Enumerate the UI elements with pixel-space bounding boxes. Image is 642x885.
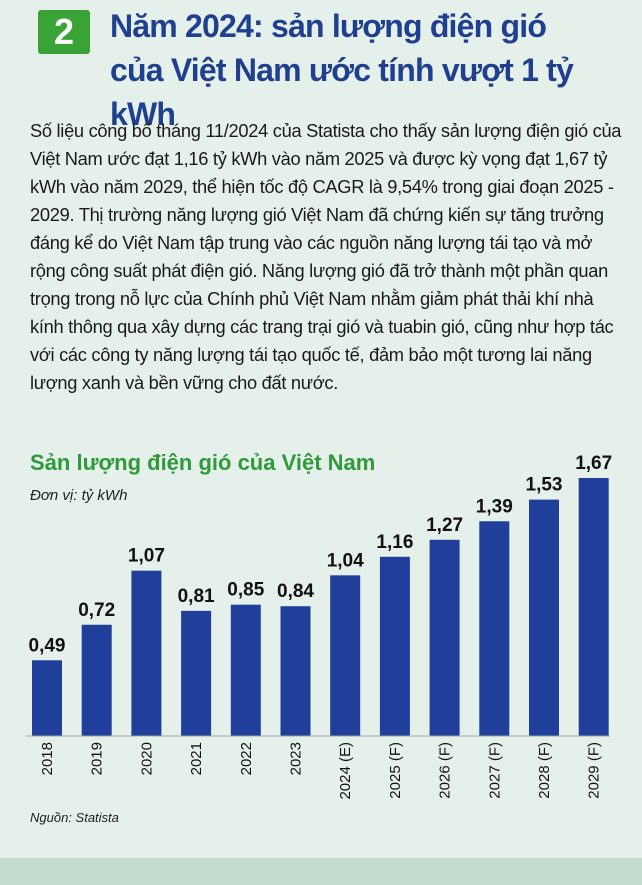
bar-1 — [81, 624, 112, 736]
intro-paragraph: Số liệu công bố tháng 11/2024 của Statis… — [30, 120, 622, 393]
x-tick-label-0: 2018 — [39, 742, 56, 775]
chart-title: Sản lượng điện gió của Việt Nam — [30, 450, 376, 475]
x-tick-label-1: 2019 — [89, 742, 106, 775]
value-label-8: 1,27 — [426, 515, 463, 536]
x-tick-label-4: 2022 — [238, 742, 255, 775]
value-label-10: 1,53 — [526, 475, 563, 496]
value-label-0: 0,49 — [29, 635, 66, 656]
bar-11 — [578, 478, 609, 736]
value-label-2: 1,07 — [128, 546, 165, 567]
bar-7 — [379, 556, 410, 736]
bar-2 — [131, 570, 162, 736]
footer-band — [0, 858, 642, 885]
x-tick-label-7: 2025 (F) — [387, 742, 404, 799]
value-label-7: 1,16 — [376, 532, 413, 553]
bar-0 — [32, 660, 62, 736]
value-label-11: 1,67 — [575, 453, 612, 474]
bar-chart: 0,49 2018 0,72 2019 1,07 2020 0,81 2021 0,85 2022… — [26, 453, 612, 800]
value-label-6: 1,04 — [327, 550, 364, 571]
value-label-4: 0,85 — [227, 580, 264, 601]
headline-line-2: của Việt Nam ước tính vượt 1 tỷ kWh — [110, 52, 574, 132]
x-tick-label-5: 2023 — [288, 742, 305, 775]
value-label-5: 0,84 — [277, 581, 314, 602]
headline-line-1: Năm 2024: sản lượng điện gió — [110, 8, 547, 44]
header: 2 Năm 2024: sản lượng điện gió của Việt … — [0, 0, 642, 132]
section-number-badge: 2 — [38, 10, 90, 54]
x-tick-label-2: 2020 — [138, 742, 155, 775]
x-tick-label-6: 2024 (E) — [337, 742, 354, 800]
value-label-9: 1,39 — [476, 496, 513, 517]
x-tick-label-9: 2027 (F) — [486, 742, 503, 799]
bar-10 — [529, 499, 559, 736]
value-label-1: 0,72 — [78, 600, 115, 621]
value-label-3: 0,81 — [178, 586, 215, 607]
bar-4 — [230, 604, 261, 736]
bar-3 — [181, 610, 212, 736]
bar-8 — [429, 539, 460, 736]
bar-5 — [280, 606, 311, 736]
chart-unit: Đơn vị: tỷ kWh — [30, 487, 128, 504]
x-tick-label-8: 2026 (F) — [437, 742, 454, 799]
x-tick-label-11: 2029 (F) — [586, 742, 603, 799]
bar-6 — [330, 575, 361, 736]
bar-9 — [479, 521, 510, 736]
headline: Năm 2024: sản lượng điện gió của Việt Na… — [110, 4, 630, 136]
x-tick-label-10: 2028 (F) — [536, 742, 553, 799]
source-note: Nguồn: Statista — [30, 810, 119, 825]
x-tick-label-3: 2021 — [188, 742, 205, 775]
